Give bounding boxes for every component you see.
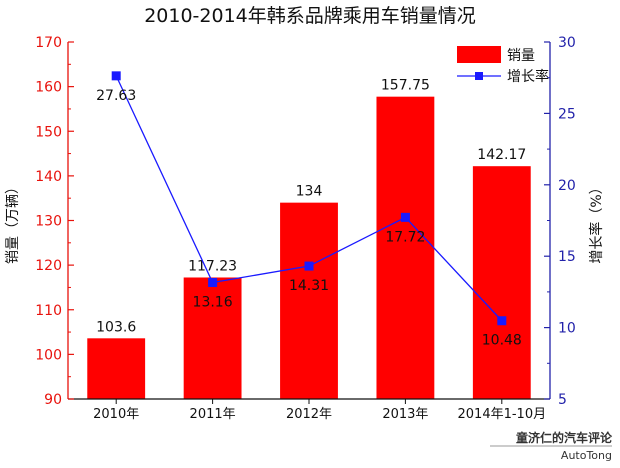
- x-tick-label: 2011年: [190, 407, 236, 422]
- chart-title: 2010-2014年韩系品牌乘用车销量情况: [144, 5, 476, 27]
- left-tick-label: 170: [35, 35, 62, 51]
- left-tick-label: 150: [35, 124, 62, 140]
- line-labels-group: 27.63 13.16 14.31 17.72 10.48: [96, 88, 522, 349]
- bar-value-label: 103.6: [96, 319, 136, 335]
- line-marker: [497, 316, 507, 326]
- bar: [280, 202, 338, 399]
- left-tick-label: 130: [35, 214, 62, 230]
- bar: [376, 96, 435, 400]
- line-marker: [304, 261, 314, 271]
- right-tick-label: 30: [558, 35, 576, 51]
- left-axis-ticks: 90 100 110 120 130 140 150 160 170: [35, 35, 74, 408]
- line-value-label: 10.48: [482, 333, 522, 349]
- left-tick-label: 110: [35, 303, 62, 319]
- x-tick-label: 2010年: [93, 407, 139, 422]
- right-tick-label: 25: [558, 106, 576, 122]
- bar-value-label: 134: [296, 184, 323, 200]
- line-marker: [111, 71, 121, 81]
- line-value-label: 14.31: [289, 278, 329, 294]
- bar-value-label: 142.17: [477, 147, 526, 163]
- line-series-group: [111, 71, 507, 326]
- bar: [183, 277, 242, 399]
- right-tick-label: 15: [558, 249, 576, 265]
- right-tick-label: 10: [558, 321, 576, 337]
- watermark-line2: AutoTong: [561, 449, 612, 462]
- line-value-label: 17.72: [385, 229, 425, 245]
- bar-value-label: 157.75: [381, 78, 430, 94]
- legend-swatch-bar: [457, 46, 501, 63]
- legend-label-bar: 销量: [507, 48, 535, 64]
- bar-labels-group: 103.6 117.23 134 157.75 142.17: [96, 78, 526, 336]
- left-tick-label: 140: [35, 169, 62, 185]
- left-tick-label: 100: [35, 347, 62, 363]
- x-tick-label: 2013年: [382, 407, 428, 422]
- right-axis-label: 增长率（%）: [588, 180, 605, 263]
- bars-group: [87, 96, 531, 400]
- right-tick-label: 20: [558, 178, 576, 194]
- legend-swatch-marker: [475, 72, 483, 80]
- bar-value-label: 117.23: [188, 258, 237, 274]
- left-tick-label: 90: [44, 392, 62, 408]
- x-axis-ticks: 2010年 2011年 2012年 2013年 2014年1-10月: [93, 399, 546, 422]
- legend: 销量 增长率: [457, 46, 549, 85]
- right-tick-label: 5: [558, 392, 567, 408]
- bar: [87, 338, 146, 399]
- legend-label-line: 增长率: [507, 68, 549, 85]
- line-marker: [208, 277, 218, 287]
- line-marker: [400, 212, 410, 222]
- watermark: 童济仁的汽车评论 AutoTong: [490, 430, 613, 462]
- x-tick-label: 2012年: [286, 407, 332, 422]
- line-value-label: 27.63: [96, 88, 136, 104]
- bar: [472, 166, 531, 399]
- right-axis-ticks: 5 10 15 20 25 30: [544, 35, 576, 408]
- x-tick-label: 2014年1-10月: [458, 407, 547, 422]
- left-axis-label: 销量（万辆）: [5, 180, 21, 264]
- left-tick-label: 120: [35, 258, 62, 274]
- left-tick-label: 160: [35, 80, 62, 96]
- line-value-label: 13.16: [193, 294, 233, 310]
- watermark-line1: 童济仁的汽车评论: [516, 430, 613, 445]
